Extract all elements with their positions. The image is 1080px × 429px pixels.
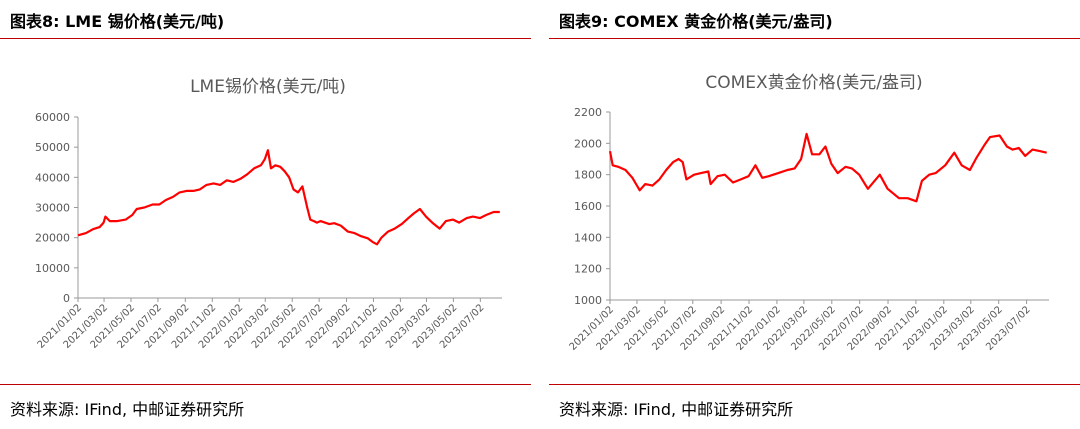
- top-rule: [549, 38, 1080, 39]
- bottom-rule: [549, 384, 1080, 385]
- y-tick-label: 1400: [574, 231, 602, 244]
- series-line: [608, 132, 1047, 203]
- chart-title: LME锡价格(美元/吨): [190, 77, 346, 97]
- y-tick-label: 0: [63, 292, 70, 305]
- y-tick-label: 30000: [35, 202, 70, 215]
- y-tick-label: 10000: [35, 262, 70, 275]
- figure-title: 图表8: LME 锡价格(美元/吨): [10, 12, 225, 31]
- y-tick-label: 1000: [574, 294, 602, 307]
- bottom-rule: [0, 384, 531, 385]
- y-tick-label: 20000: [35, 232, 70, 245]
- y-tick-label: 40000: [35, 171, 70, 184]
- chart-title: COMEX黄金价格(美元/盎司): [705, 73, 922, 93]
- figure-title: 图表9: COMEX 黄金价格(美元/盎司): [559, 12, 833, 31]
- comex-gold-chart: COMEX黄金价格(美元/盎司) 1000 1200 1400 1600 1800 2000…: [568, 73, 1049, 353]
- y-tick-label: 2200: [574, 106, 602, 119]
- panel-lme-tin: 图表8: LME 锡价格(美元/吨) LME锡价格(美元/吨) 0 10000 200…: [0, 0, 531, 429]
- panel-comex-gold: 图表9: COMEX 黄金价格(美元/盎司) COMEX黄金价格(美元/盎司) 1…: [549, 0, 1080, 429]
- top-rule: [0, 38, 531, 39]
- source-note: 资料来源: IFind, 中邮证券研究所: [559, 400, 794, 419]
- source-note: 资料来源: IFind, 中邮证券研究所: [10, 400, 245, 419]
- y-tick-label: 60000: [35, 111, 70, 124]
- y-tick-label: 1600: [574, 200, 602, 213]
- y-tick-label: 50000: [35, 141, 70, 154]
- lme-tin-chart: LME锡价格(美元/吨) 0 10000 20000 30000 40000 50000 60…: [35, 77, 502, 351]
- y-tick-label: 2000: [574, 137, 602, 150]
- series-line: [77, 149, 500, 246]
- y-tick-label: 1200: [574, 263, 602, 276]
- y-tick-label: 1800: [574, 169, 602, 182]
